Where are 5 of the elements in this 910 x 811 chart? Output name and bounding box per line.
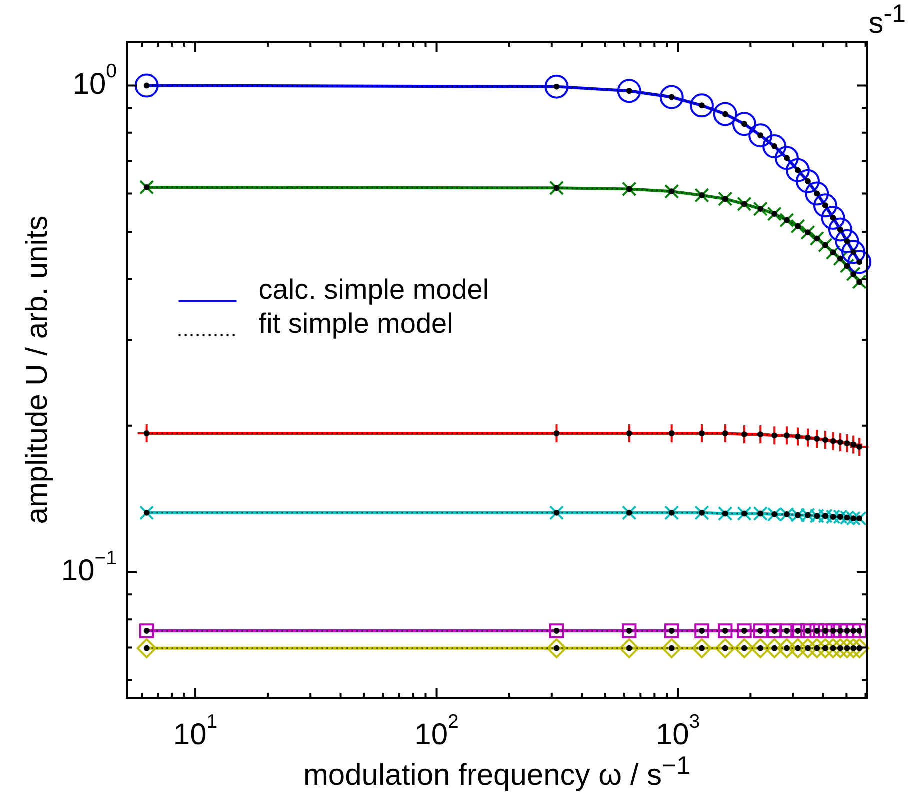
legend-label: calc. simple model [258, 274, 490, 305]
legend-label: fit simple model [258, 308, 454, 339]
y-axis-title: amplitude U / arb. units [21, 216, 55, 524]
text: s$^{-1}$ [868, 0, 906, 41]
x-axis-title: modulation frequency ω / s$^{−1}$ [302, 752, 692, 793]
